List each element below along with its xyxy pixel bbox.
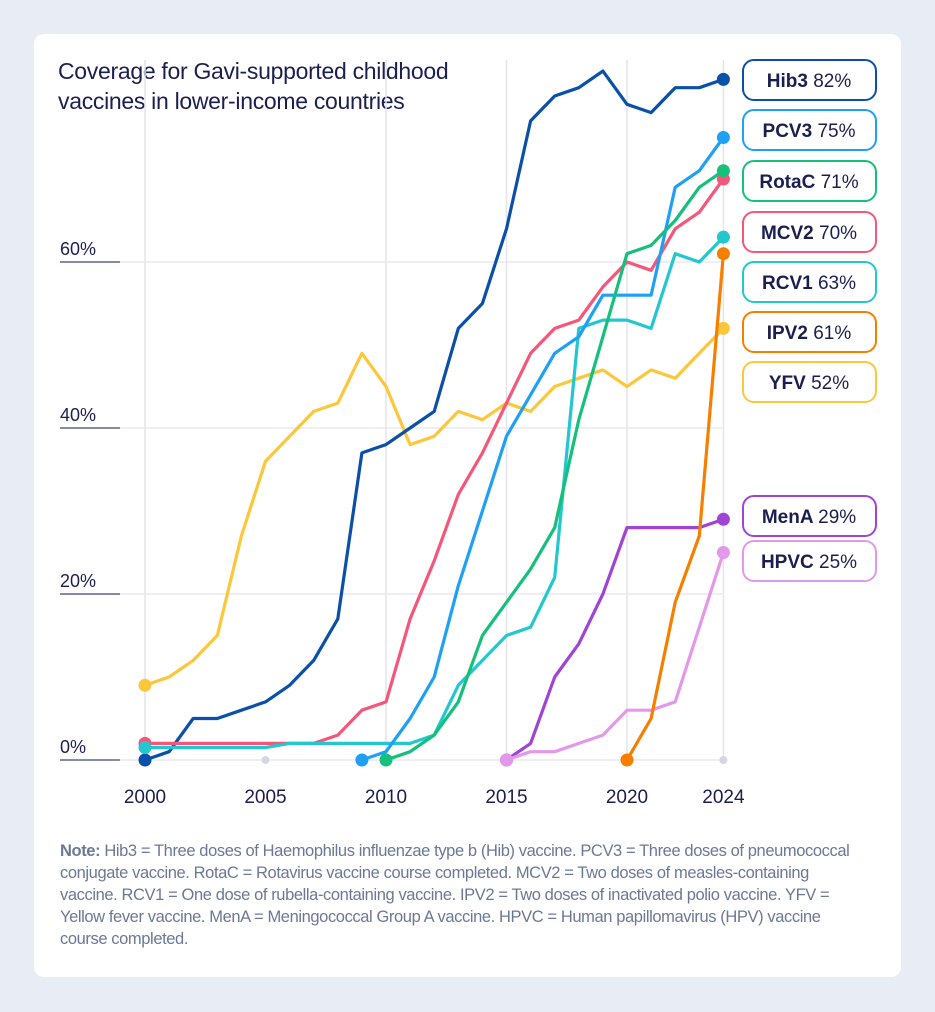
end-label-yfv: YFV 52% bbox=[742, 361, 877, 403]
series-end-value: 52% bbox=[811, 373, 849, 394]
x-tick-label: 2015 bbox=[485, 787, 527, 808]
series-hpvc bbox=[500, 546, 730, 767]
series-end-value: 70% bbox=[819, 223, 857, 244]
end-point-mena bbox=[716, 512, 730, 526]
end-label-text: RCV1 63% bbox=[762, 273, 856, 294]
series-name: RotaC bbox=[759, 172, 820, 193]
end-label-box bbox=[742, 109, 877, 151]
series-name: MCV2 bbox=[761, 223, 819, 244]
x-tick-label: 2010 bbox=[365, 787, 407, 808]
y-tick-label: 0% bbox=[60, 737, 86, 757]
series-name: RCV1 bbox=[762, 273, 818, 294]
start-point-rotac bbox=[379, 753, 393, 767]
line-yfv bbox=[144, 327, 725, 687]
end-label-text: YFV 52% bbox=[769, 373, 849, 394]
end-label-text: IPV2 61% bbox=[767, 323, 852, 344]
series-mcv2 bbox=[138, 172, 730, 750]
end-point-rotac bbox=[716, 164, 730, 178]
end-label-text: HPVC 25% bbox=[761, 552, 857, 573]
end-label-box bbox=[742, 361, 877, 403]
series-name: IPV2 bbox=[767, 323, 813, 344]
start-point-hib3 bbox=[138, 753, 152, 767]
end-label-hib3: Hib3 82% bbox=[742, 59, 877, 101]
series-hib3 bbox=[138, 69, 730, 767]
end-label-box bbox=[742, 211, 877, 253]
series-rotac bbox=[379, 164, 730, 767]
series-end-value: 61% bbox=[813, 323, 851, 344]
end-point-ipv2 bbox=[716, 247, 730, 261]
axis-dot bbox=[719, 756, 728, 764]
end-label-box bbox=[742, 261, 877, 303]
end-label-box bbox=[742, 540, 877, 582]
series-ipv2 bbox=[620, 247, 730, 767]
end-label-mena: MenA 29% bbox=[742, 495, 877, 537]
end-label-box bbox=[742, 311, 877, 353]
series-end-value: 29% bbox=[818, 507, 856, 528]
end-label-text: MenA 29% bbox=[762, 507, 856, 528]
axis-dot bbox=[261, 756, 270, 764]
start-point-ipv2 bbox=[620, 753, 634, 767]
y-tick-label: 40% bbox=[60, 405, 96, 425]
note-text: Hib3 = Three doses of Haemophilus influe… bbox=[60, 842, 850, 948]
line-hpvc bbox=[505, 552, 725, 762]
series-end-value: 75% bbox=[817, 121, 855, 142]
end-label-text: Hib3 82% bbox=[767, 71, 852, 92]
note-label: Note: bbox=[60, 842, 101, 860]
series-name: HPVC bbox=[761, 552, 819, 573]
x-tick-label: 2000 bbox=[124, 787, 166, 808]
series-name: MenA bbox=[762, 507, 818, 528]
line-rotac bbox=[385, 169, 725, 762]
end-label-pcv3: PCV3 75% bbox=[742, 109, 877, 151]
line-hib3 bbox=[144, 69, 724, 762]
line-ipv2 bbox=[625, 253, 725, 761]
start-point-pcv3 bbox=[355, 753, 369, 767]
series-pcv3 bbox=[355, 131, 730, 767]
end-label-text: MCV2 70% bbox=[761, 223, 857, 244]
end-label-hpvc: HPVC 25% bbox=[742, 540, 877, 582]
series-end-value: 71% bbox=[821, 172, 859, 193]
end-label-ipv2: IPV2 61% bbox=[742, 311, 877, 353]
series-end-value: 63% bbox=[818, 273, 856, 294]
end-label-mcv2: MCV2 70% bbox=[742, 211, 877, 253]
series-name: PCV3 bbox=[763, 121, 818, 142]
end-point-pcv3 bbox=[716, 131, 730, 144]
end-label-text: PCV3 75% bbox=[763, 121, 856, 142]
end-point-hib3 bbox=[716, 72, 730, 86]
end-point-hpvc bbox=[716, 546, 730, 559]
start-point-yfv bbox=[138, 678, 152, 692]
end-label-box bbox=[742, 495, 877, 537]
chart-title: Coverage for Gavi-supported childhood va… bbox=[58, 58, 449, 114]
line-mena bbox=[505, 517, 724, 762]
end-label-box bbox=[742, 160, 877, 202]
series-end-value: 82% bbox=[813, 71, 851, 92]
series-name: YFV bbox=[769, 373, 811, 394]
end-label-box bbox=[742, 59, 877, 101]
y-tick-label: 60% bbox=[60, 239, 96, 259]
line-pcv3 bbox=[361, 136, 725, 762]
end-point-yfv bbox=[716, 321, 730, 335]
x-tick-label: 2005 bbox=[244, 787, 286, 808]
x-tick-label: 2020 bbox=[606, 787, 648, 808]
y-tick-label: 20% bbox=[60, 571, 96, 591]
series-name: Hib3 bbox=[767, 71, 813, 92]
end-label-rotac: RotaC 71% bbox=[742, 160, 877, 202]
series-end-value: 25% bbox=[819, 552, 857, 573]
x-tick-label: 2024 bbox=[702, 787, 745, 808]
end-point-rcv1 bbox=[716, 230, 730, 244]
start-point-hpvc bbox=[500, 753, 513, 767]
series-yfv bbox=[138, 321, 730, 692]
chart-note: Note: Hib3 = Three doses of Haemophilus … bbox=[60, 840, 860, 950]
end-label-rcv1: RCV1 63% bbox=[742, 261, 877, 303]
start-point-rcv1 bbox=[138, 741, 152, 755]
end-label-text: RotaC 71% bbox=[759, 172, 858, 193]
line-mcv2 bbox=[145, 178, 725, 746]
